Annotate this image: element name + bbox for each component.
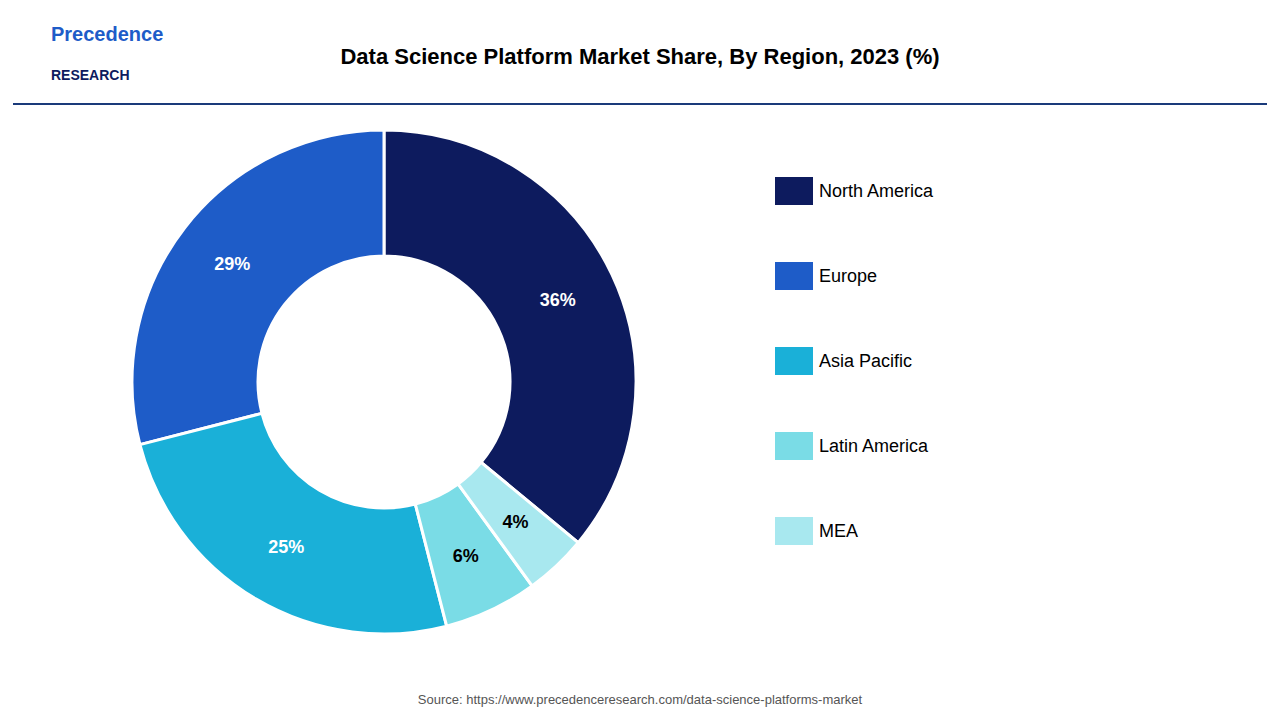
svg-text:4%: 4% <box>502 512 528 532</box>
svg-text:Latin America: Latin America <box>819 436 929 456</box>
svg-text:36%: 36% <box>540 290 576 310</box>
svg-text:29%: 29% <box>214 254 250 274</box>
svg-text:RESEARCH: RESEARCH <box>51 67 130 83</box>
svg-text:Asia Pacific: Asia Pacific <box>819 351 912 371</box>
svg-text:6%: 6% <box>453 546 479 566</box>
svg-text:North America: North America <box>819 181 934 201</box>
svg-text:Source: https://www.precedence: Source: https://www.precedenceresearch.c… <box>418 692 863 707</box>
svg-text:Data Science Platform Market S: Data Science Platform Market Share, By R… <box>340 44 939 69</box>
svg-text:25%: 25% <box>268 537 304 557</box>
svg-text:Precedence: Precedence <box>51 23 163 45</box>
svg-text:Europe: Europe <box>819 266 877 286</box>
svg-text:MEA: MEA <box>819 521 858 541</box>
